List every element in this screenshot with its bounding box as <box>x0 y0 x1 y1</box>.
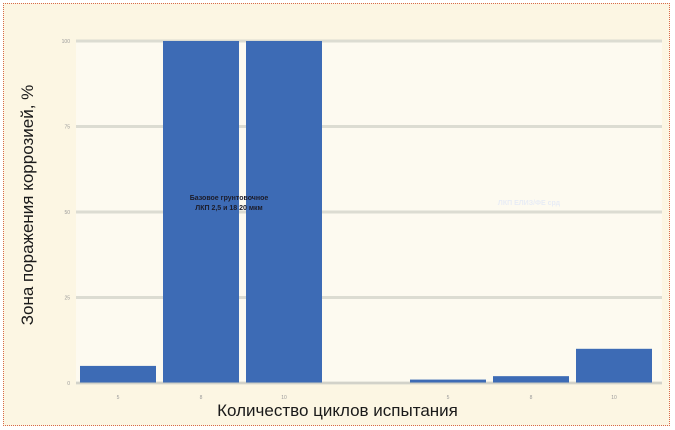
x-tick-label: 5 <box>117 395 120 401</box>
y-tick-label: 50 <box>64 210 70 216</box>
annotation-coating-2: ЛКП ЕЛИЗ/ФЕ срд <box>454 199 604 209</box>
bar <box>493 376 569 383</box>
chart-figure: 0 25 50 75 100 5 8 10 5 8 10 Зона поражения корроз… <box>3 3 670 426</box>
y-tick-label: 0 <box>67 381 70 387</box>
bar <box>80 365 156 383</box>
bar <box>576 348 652 383</box>
x-tick-label: 5 <box>447 395 450 401</box>
x-tick-label: 10 <box>611 395 617 401</box>
bar-chart: 0 25 50 75 100 5 8 10 5 8 10 <box>62 39 662 401</box>
x-tick-label: 8 <box>530 395 533 401</box>
annotation-base-coating: Базовое грунтовочное ЛКП 2,5 и 18 20 мкм <box>154 194 304 214</box>
bar <box>246 41 322 383</box>
y-tick-label: 75 <box>64 125 70 131</box>
y-tick-label: 100 <box>62 39 71 45</box>
y-axis-label: Зона поражения коррозией, % <box>18 84 37 326</box>
bar <box>410 379 486 383</box>
x-tick-label: 8 <box>200 395 203 401</box>
annotation-line: Базовое грунтовочное <box>189 195 269 202</box>
y-tick-label: 25 <box>64 296 70 302</box>
bar <box>163 41 239 383</box>
annotation-line: ЛКП ЕЛИЗ/ФЕ срд <box>497 200 561 207</box>
annotation-line: ЛКП 2,5 и 18 20 мкм <box>195 205 263 212</box>
x-axis-label: Количество циклов испытания <box>217 401 458 420</box>
x-tick-label: 10 <box>281 395 287 401</box>
